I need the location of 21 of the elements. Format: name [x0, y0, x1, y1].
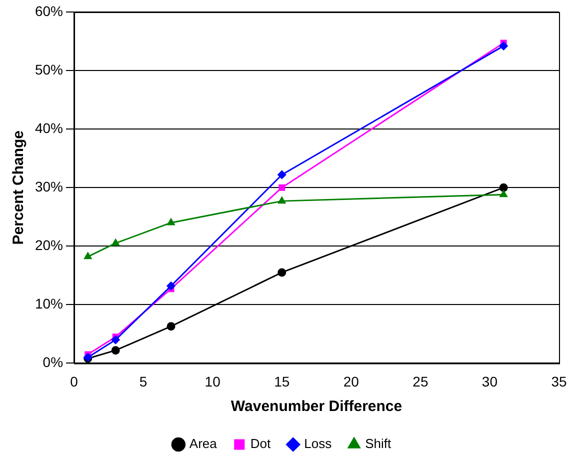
legend-label: Dot [250, 436, 271, 452]
x-axis-title: Wavenumber Difference [230, 398, 402, 416]
x-tick-label: 5 [139, 373, 148, 390]
x-tick-label: 10 [204, 373, 221, 390]
y-tick-label: 60% [34, 2, 64, 19]
y-tick-label: 50% [34, 61, 64, 78]
legend-label: Shift [365, 436, 392, 452]
y-tick-label: 0% [42, 354, 64, 370]
legend-label: Loss [304, 436, 332, 452]
x-tick-label: 30 [482, 373, 498, 390]
y-tick-label: 10% [34, 296, 64, 312]
y-axis-title: Percent Change [10, 130, 28, 245]
x-tick-label: 0 [70, 373, 78, 390]
y-tick-label: 20% [34, 236, 64, 253]
x-tick-label: 25 [412, 373, 428, 390]
y-tick-label: 40% [34, 120, 64, 136]
y-tick-label: 30% [34, 178, 64, 194]
x-tick-label: 15 [274, 373, 290, 390]
legend-label: Area [189, 436, 218, 452]
x-tick-label: 20 [343, 373, 360, 390]
x-tick-label: 35 [551, 373, 567, 390]
